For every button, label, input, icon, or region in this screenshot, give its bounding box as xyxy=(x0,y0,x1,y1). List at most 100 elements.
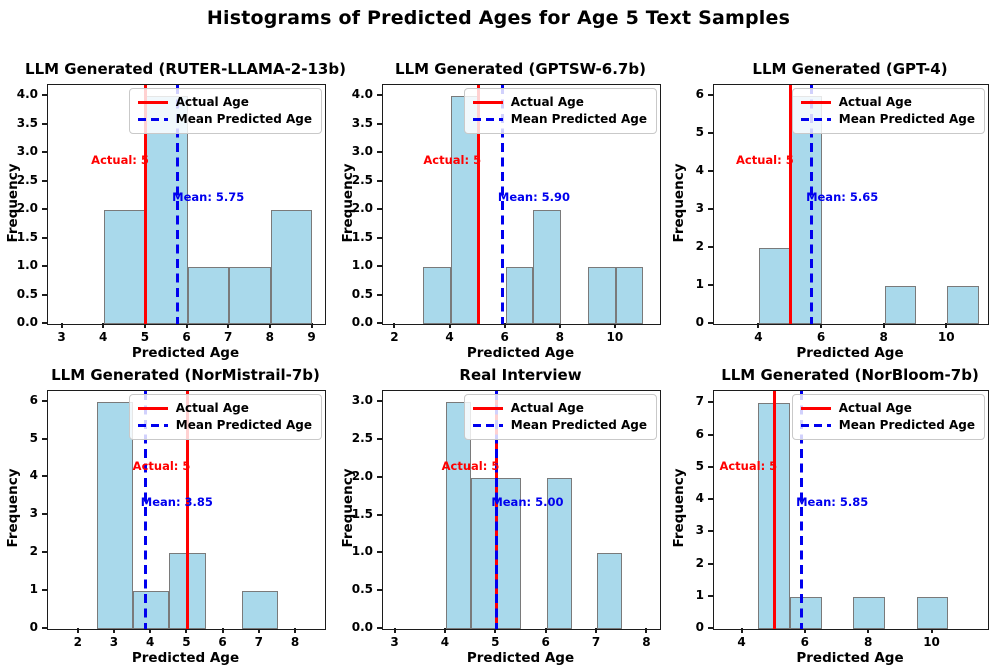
x-tick-mark xyxy=(393,323,396,328)
x-tick-mark xyxy=(820,323,823,328)
subplot-title: LLM Generated (RUTER-LLAMA-2-13b) xyxy=(25,60,346,78)
y-tick-label: 2 xyxy=(29,544,38,559)
x-tick-label: 6 xyxy=(182,330,191,344)
x-tick-mark xyxy=(882,323,885,328)
mean-age-annotation: Mean: 5.75 xyxy=(172,189,245,204)
legend: Actual Age Mean Predicted Age xyxy=(463,394,657,440)
x-axis-label: Predicted Age xyxy=(796,345,904,361)
mean-predicted-age-line xyxy=(144,391,148,629)
y-tick-mark xyxy=(708,562,713,565)
x-tick-label: 6 xyxy=(816,330,826,344)
actual-age-annotation: Actual: 5 xyxy=(423,153,482,167)
mean-predicted-age-line-swatch xyxy=(137,423,168,428)
x-tick-mark xyxy=(257,628,260,633)
y-tick-label: 1.5 xyxy=(351,229,373,244)
y-tick-label: 1.0 xyxy=(16,258,38,273)
y-tick-mark xyxy=(377,400,382,403)
histogram-bar xyxy=(450,96,479,324)
subplot-title: LLM Generated (NorMistrail-7b) xyxy=(51,366,320,384)
x-tick-mark xyxy=(60,323,63,328)
legend-label-mean-predicted-age: Mean Predicted Age xyxy=(510,418,647,432)
mean-age-annotation: Mean: 3.85 xyxy=(140,495,213,510)
legend-item-mean-predicted-age: Mean Predicted Age xyxy=(800,112,975,127)
mean-age-annotation: Mean: 5.90 xyxy=(497,189,571,204)
mean-predicted-age-line xyxy=(501,85,505,324)
x-tick-mark xyxy=(149,628,152,633)
y-tick-label: 0 xyxy=(695,620,704,634)
y-tick-label: 0.0 xyxy=(351,315,373,329)
y-tick-mark xyxy=(377,589,382,592)
x-axis-label: Predicted Age xyxy=(131,650,240,666)
y-tick-mark xyxy=(377,551,382,554)
y-tick-label: 2.0 xyxy=(351,201,373,216)
legend-item-mean-predicted-age: Mean Predicted Age xyxy=(137,418,312,433)
y-tick-mark xyxy=(708,465,713,468)
histogram-bar xyxy=(445,402,472,629)
actual-age-line-swatch xyxy=(800,406,831,411)
y-tick-label: 6 xyxy=(695,86,704,101)
plot-area: Actual: 5 Mean: 5.00 Actual Age Mean Predic… xyxy=(382,390,661,630)
subplot-title: Real Interview xyxy=(459,366,582,384)
x-tick-mark xyxy=(76,628,79,633)
y-tick-label: 5 xyxy=(695,458,704,473)
x-tick-mark xyxy=(268,323,271,328)
y-tick-label: 2.5 xyxy=(16,172,38,187)
histogram-bar xyxy=(790,95,823,324)
subplot-title: LLM Generated (GPTSW-6.7b) xyxy=(395,60,646,78)
histogram-bar xyxy=(947,285,979,324)
figure-title: Histograms of Predicted Ages for Age 5 T… xyxy=(206,7,791,29)
x-tick-label: 4 xyxy=(754,330,763,344)
y-tick-label: 0.5 xyxy=(351,286,373,301)
x-tick-label: 3 xyxy=(57,330,66,344)
x-tick-label: 6 xyxy=(541,635,550,649)
y-tick-label: 3.0 xyxy=(351,144,373,159)
y-tick-mark xyxy=(708,433,713,436)
x-tick-mark xyxy=(867,628,870,633)
legend-label-mean-predicted-age: Mean Predicted Age xyxy=(838,418,975,432)
mean-age-annotation: Mean: 5.85 xyxy=(796,495,869,510)
plot-area: Actual: 5 Mean: 3.85 Actual Age Mean Predic… xyxy=(47,390,326,630)
histogram-bar xyxy=(471,477,497,629)
y-tick-label: 2.0 xyxy=(351,468,373,483)
y-tick-mark xyxy=(42,208,47,211)
x-tick-label: 2 xyxy=(73,635,82,649)
mean-predicted-age-line-swatch xyxy=(472,423,503,428)
y-tick-mark xyxy=(708,93,713,96)
x-tick-mark xyxy=(393,628,396,633)
y-tick-label: 1 xyxy=(695,587,704,602)
y-tick-label: 7 xyxy=(695,394,704,409)
x-tick-mark xyxy=(443,628,446,633)
x-tick-label: 5 xyxy=(182,635,191,649)
y-tick-mark xyxy=(42,236,47,239)
y-tick-mark xyxy=(377,513,382,516)
x-tick-label: 6 xyxy=(218,635,227,649)
x-tick-mark xyxy=(645,628,648,633)
histogram-bar xyxy=(104,210,146,324)
x-tick-mark xyxy=(185,323,188,328)
y-tick-mark xyxy=(377,265,382,268)
y-tick-mark xyxy=(377,236,382,239)
x-tick-label: 3 xyxy=(390,635,399,649)
legend-item-actual-age: Actual Age xyxy=(472,401,647,416)
y-tick-label: 4 xyxy=(695,491,704,505)
actual-age-line xyxy=(476,85,480,324)
legend-item-actual-age: Actual Age xyxy=(137,95,312,110)
mean-predicted-age-line-swatch xyxy=(800,423,831,428)
y-axis-label: Frequency xyxy=(671,468,687,548)
subplot-title: LLM Generated (NorBloom-7b) xyxy=(721,366,979,384)
histogram-bar xyxy=(229,267,271,324)
histogram-bar xyxy=(96,401,134,629)
y-tick-label: 0.5 xyxy=(16,286,38,301)
histogram-bar xyxy=(597,553,623,629)
plot-area: Actual: 5 Mean: 5.85 Actual Age Mean Predic… xyxy=(713,390,989,630)
y-tick-label: 4.0 xyxy=(16,87,38,102)
y-tick-label: 2.5 xyxy=(351,431,373,446)
histogram-bar xyxy=(615,267,644,324)
legend: Actual Age Mean Predicted Age xyxy=(791,88,985,134)
y-tick-label: 1.5 xyxy=(351,506,373,521)
x-tick-label: 5 xyxy=(140,330,150,344)
histogram-bar xyxy=(270,210,313,324)
actual-age-annotation: Actual: 5 xyxy=(719,458,778,473)
y-tick-mark xyxy=(377,438,382,441)
